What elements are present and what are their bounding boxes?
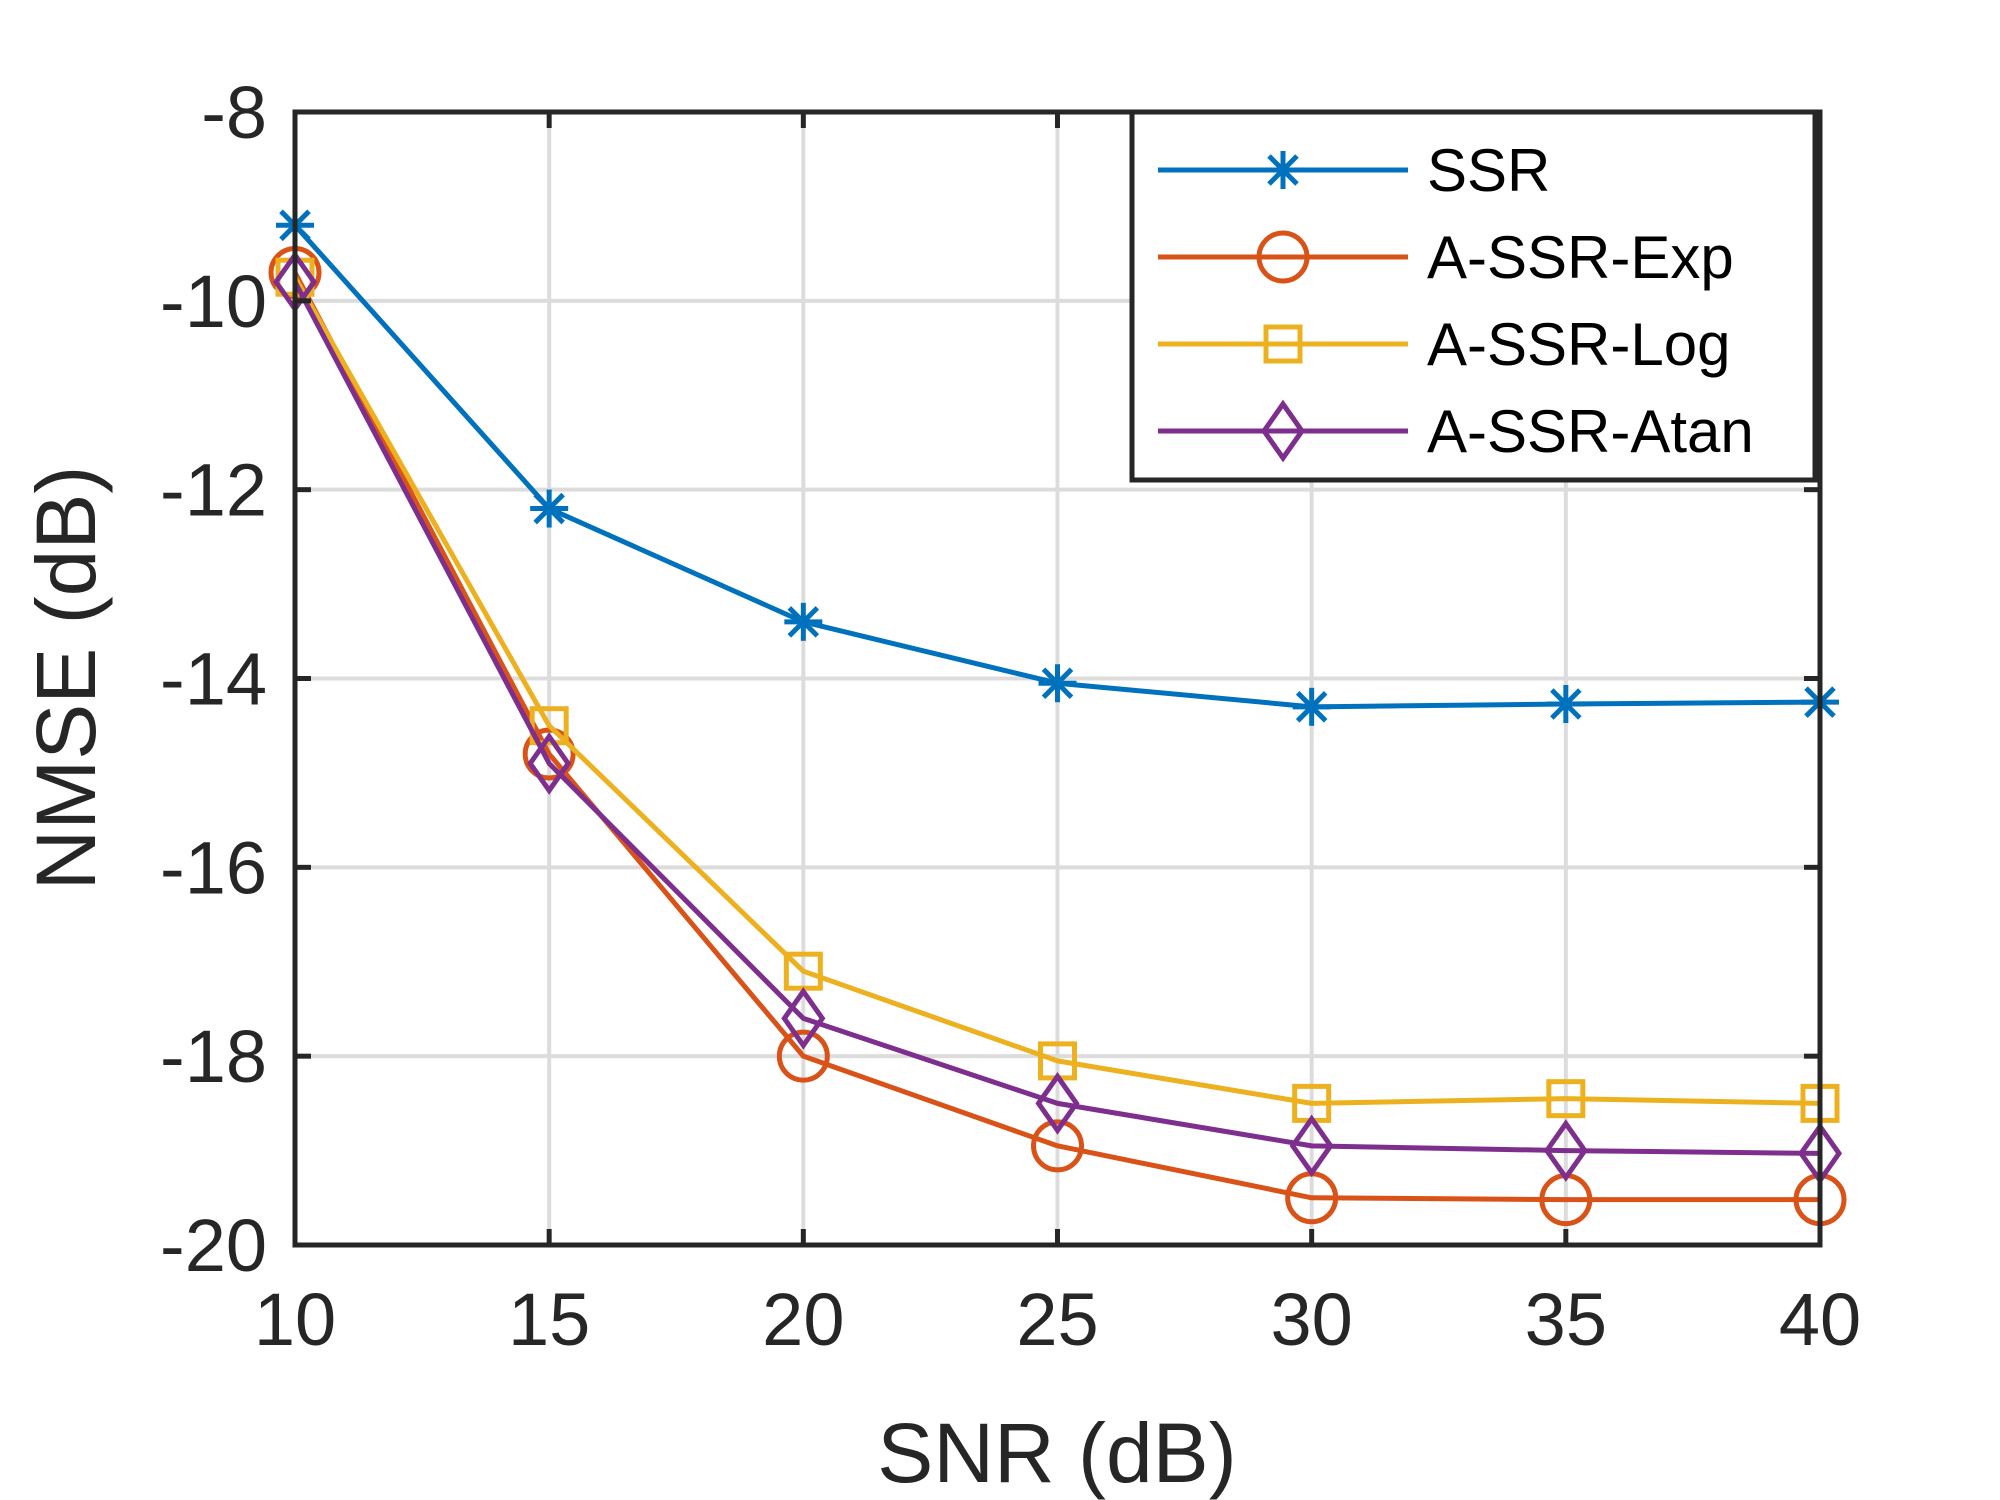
legend-item-a-ssr-exp: A-SSR-Exp bbox=[1158, 224, 1734, 291]
y-tick-label: -10 bbox=[160, 260, 267, 343]
data-point-ssr bbox=[1038, 664, 1077, 703]
x-axis-label: SNR (dB) bbox=[877, 1406, 1236, 1500]
y-tick-label: -16 bbox=[160, 826, 267, 909]
legend: SSR A-SSR-Exp A-SSR-Log A-SSR-Atan bbox=[1129, 109, 1818, 483]
data-point-ssr bbox=[784, 602, 823, 641]
series-line-a-ssr-log bbox=[292, 275, 1821, 1106]
data-point-a-ssr-atan bbox=[1035, 1072, 1080, 1135]
data-point-a-ssr-atan bbox=[527, 732, 572, 795]
legend-marker-a-ssr-exp bbox=[1256, 230, 1310, 284]
legend-item-a-ssr-log: A-SSR-Log bbox=[1158, 311, 1730, 378]
legend-box bbox=[1129, 109, 1818, 483]
y-axis-label: NMSE (dB) bbox=[19, 466, 113, 891]
series-line-a-ssr-exp bbox=[292, 271, 1820, 1203]
y-tick-label: -14 bbox=[160, 638, 267, 721]
legend-label-a-ssr-atan: A-SSR-Atan bbox=[1427, 398, 1754, 465]
legend-item-a-ssr-atan: A-SSR-Atan bbox=[1158, 398, 1754, 465]
x-tick-label: 30 bbox=[1271, 1278, 1353, 1361]
y-tick-label: -18 bbox=[160, 1015, 267, 1098]
x-tick-label: 15 bbox=[508, 1278, 590, 1361]
legend-label-a-ssr-exp: A-SSR-Exp bbox=[1427, 224, 1734, 291]
data-point-a-ssr-atan bbox=[781, 987, 826, 1050]
x-tick-label: 35 bbox=[1525, 1278, 1607, 1361]
legend-label-a-ssr-log: A-SSR-Log bbox=[1427, 311, 1730, 378]
series-line-a-ssr-atan bbox=[292, 280, 1821, 1156]
data-series bbox=[268, 206, 1847, 1227]
series-ssr bbox=[276, 206, 1839, 726]
data-point-a-ssr-log bbox=[529, 706, 569, 746]
y-tick-label: -12 bbox=[160, 449, 267, 532]
x-tick-label: 20 bbox=[762, 1278, 844, 1361]
axis-ticks: 10 15 20 25 30 35 40 -20 -18 -16 -14 -12 -10 -8 bbox=[160, 71, 1861, 1361]
data-point-ssr bbox=[1292, 687, 1331, 726]
data-point-ssr bbox=[530, 489, 569, 528]
legend-marker-a-ssr-log bbox=[1263, 324, 1303, 364]
data-point-ssr bbox=[1546, 684, 1585, 723]
y-tick-label: -8 bbox=[201, 71, 267, 154]
data-point-a-ssr-exp bbox=[776, 1029, 830, 1083]
legend-marker-ssr bbox=[1264, 151, 1302, 189]
legend-marker-a-ssr-atan bbox=[1260, 399, 1306, 463]
legend-item-ssr: SSR bbox=[1158, 137, 1550, 204]
x-tick-label: 40 bbox=[1779, 1278, 1861, 1361]
data-point-a-ssr-exp bbox=[522, 727, 576, 781]
legend-label-ssr: SSR bbox=[1427, 137, 1550, 204]
x-tick-label: 25 bbox=[1016, 1278, 1098, 1361]
y-tick-label: -20 bbox=[160, 1204, 267, 1287]
data-point-a-ssr-atan bbox=[1289, 1114, 1334, 1178]
data-point-a-ssr-exp bbox=[1031, 1119, 1084, 1173]
x-tick-label: 10 bbox=[254, 1278, 336, 1361]
data-point-a-ssr-atan bbox=[1543, 1119, 1588, 1182]
data-point-a-ssr-log bbox=[1546, 1079, 1586, 1119]
